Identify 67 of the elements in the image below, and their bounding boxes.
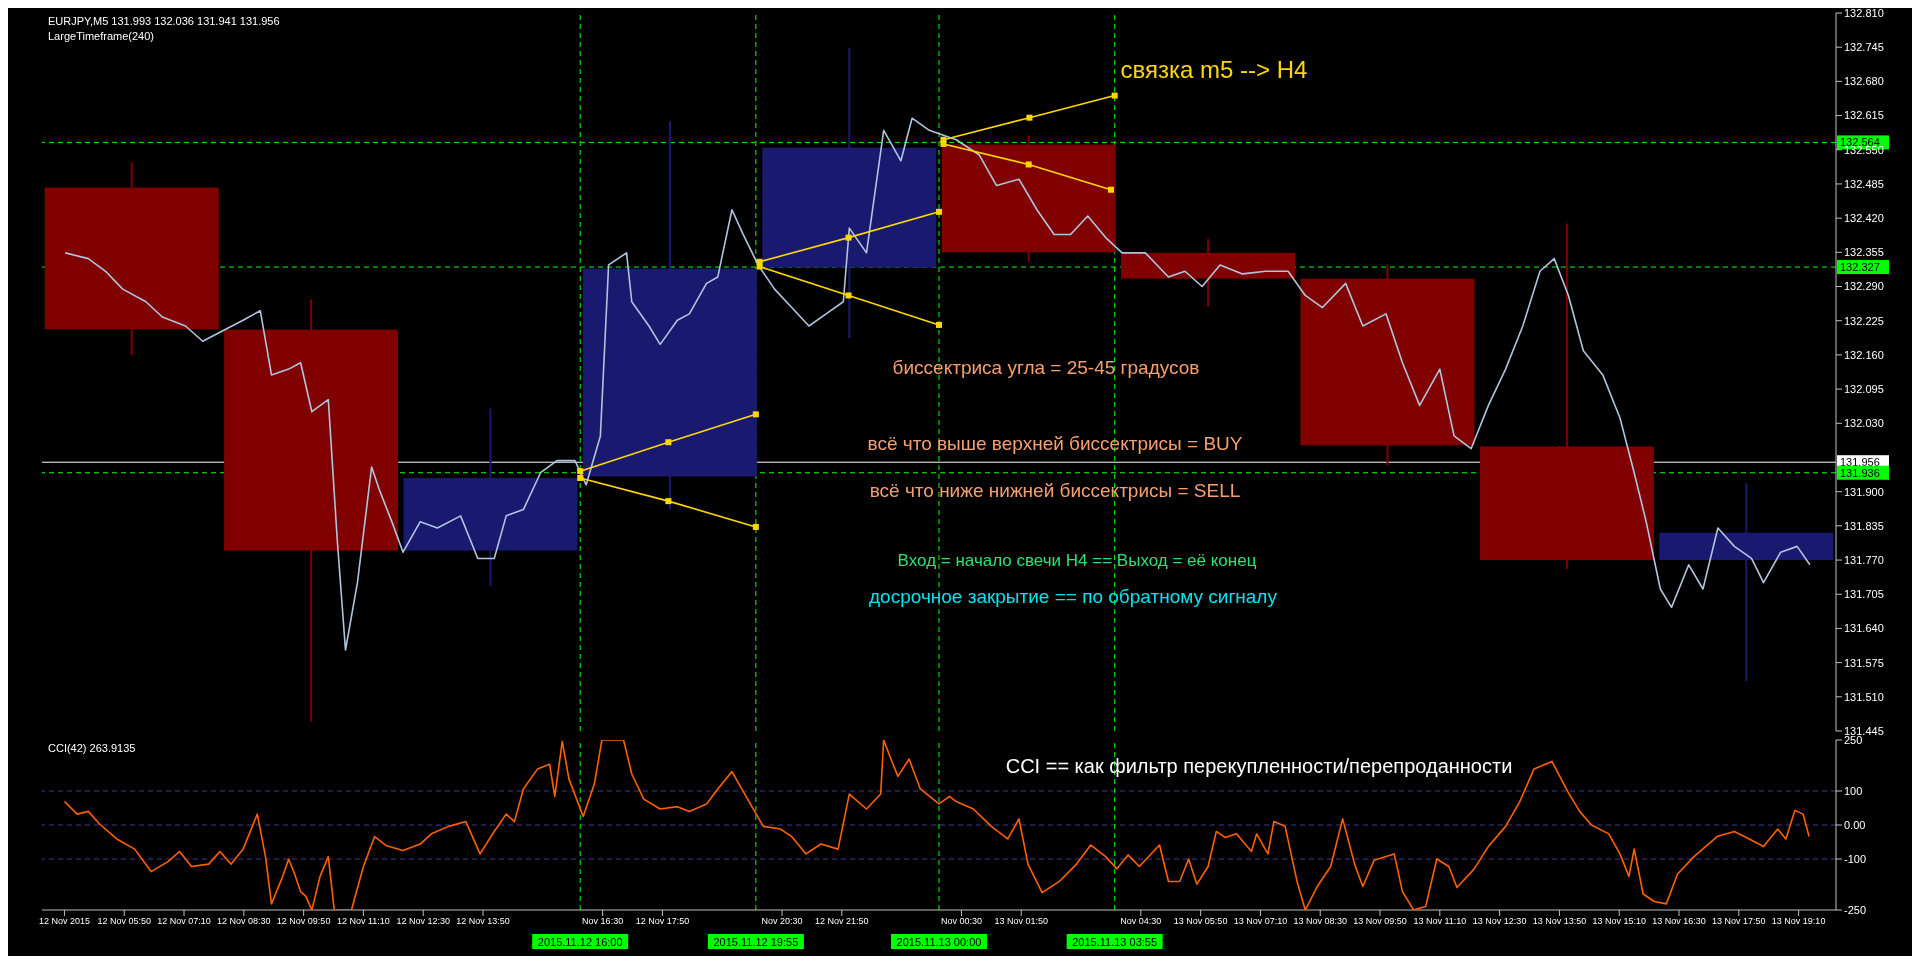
annotation: всё что ниже нижней биссектрисы = SELL xyxy=(869,480,1241,502)
x-tick-label: 12 Nov 05:50 xyxy=(97,916,151,927)
y-tick-label: 132.095 xyxy=(1844,383,1884,395)
x-tick-label: 13 Nov 09:50 xyxy=(1353,916,1407,927)
ref-line-label: 2015.11.13 03:55 xyxy=(1072,935,1158,948)
x-tick-label: 13 Nov 05:50 xyxy=(1173,916,1228,927)
y-tick-label: 131.445 xyxy=(1844,724,1884,737)
y-tick-label: 132.225 xyxy=(1844,314,1884,327)
x-tick-label: 13 Nov 12:30 xyxy=(1472,916,1527,927)
y-tick-label: 132.745 xyxy=(1844,41,1884,54)
x-tick-label: Nov 16:30 xyxy=(582,916,624,927)
x-tick-label: 13 Nov 08:30 xyxy=(1293,916,1347,927)
ref-line-label: 131.956 xyxy=(1840,456,1880,469)
x-tick-label: 12 Nov 11:10 xyxy=(336,916,390,927)
y-tick-label: 132.810 xyxy=(1844,6,1884,19)
y-tick-label: 132.485 xyxy=(1844,177,1884,190)
y-tick-label: 132.615 xyxy=(1844,109,1884,122)
annotation: Вход = начало свечи H4 == Выход = её конец xyxy=(897,551,1257,571)
text: LargeTimeframe(240) xyxy=(48,30,154,42)
y-tick-label: 132.355 xyxy=(1844,246,1884,259)
ref-line-label: 132.327 xyxy=(1840,261,1880,274)
x-tick-label: 13 Nov 11:10 xyxy=(1413,916,1467,927)
x-tick-label: 13 Nov 17:50 xyxy=(1712,916,1766,927)
x-tick-label: 12 Nov 09:50 xyxy=(276,916,331,927)
x-tick-label: 12 Nov 08:30 xyxy=(217,916,271,927)
x-tick-label: Nov 04:30 xyxy=(1120,916,1162,927)
x-tick-label: 12 Nov 07:10 xyxy=(157,916,211,927)
annotation: связка m5 --> H4 xyxy=(1120,56,1308,84)
annotation: досрочное закрытие == по обратному сигналу xyxy=(869,586,1277,608)
y-tick-label: 131.510 xyxy=(1844,690,1884,703)
chart-title: CCI(42) 263.9135 xyxy=(48,742,136,754)
x-tick-label: 13 Nov 16:30 xyxy=(1652,916,1706,927)
y-tick-label: 132.420 xyxy=(1844,212,1884,225)
y-tick-label: 131.640 xyxy=(1844,622,1884,635)
y-tick-label: 131.900 xyxy=(1844,485,1884,498)
x-tick-label: 13 Nov 01:50 xyxy=(994,916,1048,927)
x-tick-label: 12 Nov 21:50 xyxy=(815,916,869,927)
y-tick-label: 100 xyxy=(1844,784,1863,797)
y-tick-label: 131.705 xyxy=(1844,588,1884,601)
y-tick-label: 132.160 xyxy=(1844,348,1884,361)
y-tick-label: 132.030 xyxy=(1844,417,1884,430)
x-tick-label: Nov 00:30 xyxy=(940,916,982,927)
y-tick-label: 132.680 xyxy=(1844,75,1884,88)
ref-line-label: 2015.11.12 16:00 xyxy=(537,935,623,948)
annotation: всё что выше верхней биссектрисы = BUY xyxy=(867,433,1243,455)
ref-line-label: 131.936 xyxy=(1840,466,1880,479)
y-tick-label: -100 xyxy=(1844,852,1867,865)
x-tick-label: 12 Nov 13:50 xyxy=(456,916,510,927)
ref-line-label: 2015.11.13 00:00 xyxy=(896,935,982,948)
x-tick-label: 12 Nov 17:50 xyxy=(635,916,690,927)
x-tick-label: 12 Nov 2015 xyxy=(38,916,90,927)
annotation: биссектриса угла = 25-45 градусов xyxy=(892,357,1200,379)
chart-title: EURJPY,M5 131.993 132.036 131.941 131.956 xyxy=(48,15,280,27)
x-tick-label: 13 Nov 15:10 xyxy=(1592,916,1646,927)
y-tick-label: 131.835 xyxy=(1844,519,1884,532)
y-tick-label: 132.290 xyxy=(1844,280,1884,293)
y-tick-label: -250 xyxy=(1844,903,1867,916)
x-tick-label: 12 Nov 12:30 xyxy=(396,916,450,927)
y-tick-label: 131.770 xyxy=(1844,553,1884,566)
x-tick-label: Nov 20:30 xyxy=(761,916,803,927)
annotation: CCI == как фильтр перекупленности/перепроданности xyxy=(1005,754,1513,778)
x-tick-label: 13 Nov 13:50 xyxy=(1532,916,1587,927)
x-tick-label: 13 Nov 07:10 xyxy=(1233,916,1288,927)
y-tick-label: 0.00 xyxy=(1844,818,1866,831)
x-tick-label: 13 Nov 19:10 xyxy=(1771,916,1826,927)
y-tick-label: 131.575 xyxy=(1844,656,1884,669)
ref-line-label: 2015.11.12 19:55 xyxy=(713,935,799,948)
